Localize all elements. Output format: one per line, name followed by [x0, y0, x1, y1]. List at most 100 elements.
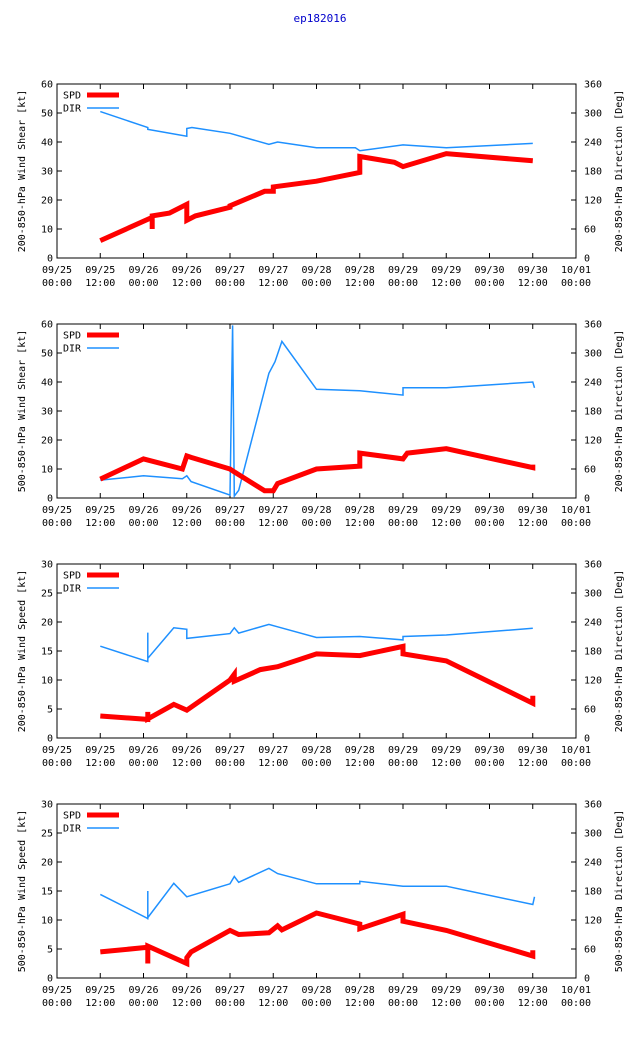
y-tick-label-left: 30	[41, 407, 53, 418]
y-tick-label-left: 15	[41, 887, 53, 898]
spd-series-line	[100, 643, 536, 724]
y-tick-label-left: 50	[41, 349, 53, 360]
y-tick-label-right: 0	[584, 254, 590, 265]
y-tick-label-right: 300	[584, 589, 602, 600]
x-tick-label-time: 00:00	[128, 998, 158, 1009]
y-tick-label-right: 0	[584, 974, 590, 985]
y-tick-label-left: 0	[47, 494, 53, 505]
x-tick-label-time: 00:00	[561, 998, 591, 1009]
x-tick-label-date: 09/28	[301, 265, 331, 276]
spd-series-line	[99, 151, 534, 243]
x-tick-label-date: 09/26	[172, 505, 202, 516]
y-tick-label-left: 20	[41, 436, 53, 447]
x-tick-label-date: 09/29	[388, 985, 418, 996]
x-tick-label-date: 09/29	[388, 505, 418, 516]
x-tick-label-time: 12:00	[85, 518, 115, 529]
legend-label-dir: DIR	[63, 104, 82, 115]
y-tick-label-right: 120	[584, 676, 602, 687]
x-tick-label-time: 00:00	[388, 758, 418, 769]
y-tick-label-left: 0	[47, 974, 53, 985]
y-tick-label-right: 240	[584, 858, 602, 869]
y-tick-label-right: 180	[584, 407, 602, 418]
x-tick-label-time: 12:00	[518, 518, 548, 529]
y-tick-label-left: 10	[41, 465, 53, 476]
x-tick-label-date: 09/25	[85, 505, 115, 516]
x-tick-label-date: 09/27	[258, 265, 288, 276]
x-tick-label-time: 00:00	[474, 518, 504, 529]
x-tick-label-time: 00:00	[388, 518, 418, 529]
x-tick-label-time: 12:00	[172, 758, 202, 769]
y-tick-label-left: 25	[41, 589, 53, 600]
x-tick-label-date: 09/27	[215, 985, 245, 996]
y-axis-label-right: 200-850-hPa Direction [Deg]	[614, 90, 625, 253]
x-tick-label-date: 09/28	[301, 505, 331, 516]
y-tick-label-left: 5	[47, 945, 53, 956]
y-tick-label-left: 10	[41, 916, 53, 927]
y-tick-label-right: 360	[584, 560, 602, 571]
y-tick-label-right: 360	[584, 80, 602, 91]
x-tick-label-time: 12:00	[172, 278, 202, 289]
x-tick-label-date: 09/30	[474, 265, 504, 276]
x-tick-label-date: 09/26	[128, 985, 158, 996]
x-tick-label-date: 10/01	[561, 745, 591, 756]
y-tick-label-left: 10	[41, 676, 53, 687]
x-tick-label-time: 00:00	[474, 998, 504, 1009]
y-tick-label-left: 20	[41, 858, 53, 869]
x-tick-label-time: 00:00	[388, 278, 418, 289]
x-tick-label-date: 09/26	[128, 505, 158, 516]
x-tick-label-date: 09/28	[301, 985, 331, 996]
x-tick-label-date: 09/28	[345, 745, 375, 756]
x-tick-label-time: 12:00	[85, 278, 115, 289]
x-tick-label-date: 10/01	[561, 265, 591, 276]
x-tick-label-date: 09/30	[518, 505, 548, 516]
legend-label-spd: SPD	[63, 91, 81, 102]
y-tick-label-right: 0	[584, 494, 590, 505]
y-tick-label-right: 240	[584, 378, 602, 389]
x-tick-label-time: 00:00	[215, 278, 245, 289]
x-tick-label-date: 09/28	[301, 745, 331, 756]
x-tick-label-date: 09/29	[388, 745, 418, 756]
y-tick-label-left: 30	[41, 560, 53, 571]
dir-series-line	[99, 867, 536, 920]
x-tick-label-date: 09/30	[474, 505, 504, 516]
page-title: ep182016	[293, 12, 347, 25]
x-tick-label-time: 00:00	[215, 998, 245, 1009]
y-tick-label-left: 15	[41, 647, 53, 658]
x-tick-label-date: 09/28	[345, 265, 375, 276]
x-tick-label-time: 12:00	[345, 278, 375, 289]
x-tick-label-date: 09/27	[258, 745, 288, 756]
y-tick-label-left: 30	[41, 167, 53, 178]
x-tick-label-time: 12:00	[258, 518, 288, 529]
legend-label-spd: SPD	[63, 571, 81, 582]
plot-frame	[56, 803, 577, 979]
x-tick-label-time: 00:00	[128, 278, 158, 289]
y-tick-label-left: 10	[41, 225, 53, 236]
x-tick-label-time: 12:00	[258, 998, 288, 1009]
x-tick-label-date: 09/25	[42, 745, 72, 756]
x-tick-label-date: 09/30	[518, 985, 548, 996]
x-tick-label-time: 00:00	[128, 758, 158, 769]
x-tick-label-date: 09/27	[215, 265, 245, 276]
legend-label-spd: SPD	[63, 811, 81, 822]
x-tick-label-date: 09/25	[85, 985, 115, 996]
x-tick-label-time: 12:00	[172, 518, 202, 529]
y-tick-label-right: 180	[584, 647, 602, 658]
y-tick-label-left: 0	[47, 254, 53, 265]
x-tick-label-time: 12:00	[518, 998, 548, 1009]
x-tick-label-date: 09/26	[128, 745, 158, 756]
x-tick-label-date: 09/28	[345, 505, 375, 516]
x-tick-label-time: 00:00	[474, 758, 504, 769]
x-tick-label-date: 10/01	[561, 985, 591, 996]
y-tick-label-left: 60	[41, 80, 53, 91]
legend-label-dir: DIR	[63, 824, 82, 835]
dir-series-line	[100, 110, 533, 152]
x-tick-label-date: 10/01	[561, 505, 591, 516]
y-tick-label-right: 120	[584, 916, 602, 927]
y-tick-label-right: 60	[584, 225, 596, 236]
x-tick-label-time: 12:00	[85, 758, 115, 769]
y-tick-label-right: 60	[584, 705, 596, 716]
x-tick-label-date: 09/25	[42, 505, 72, 516]
y-axis-label-right: 200-850-hPa Direction [Deg]	[614, 330, 625, 493]
y-tick-label-left: 5	[47, 705, 53, 716]
